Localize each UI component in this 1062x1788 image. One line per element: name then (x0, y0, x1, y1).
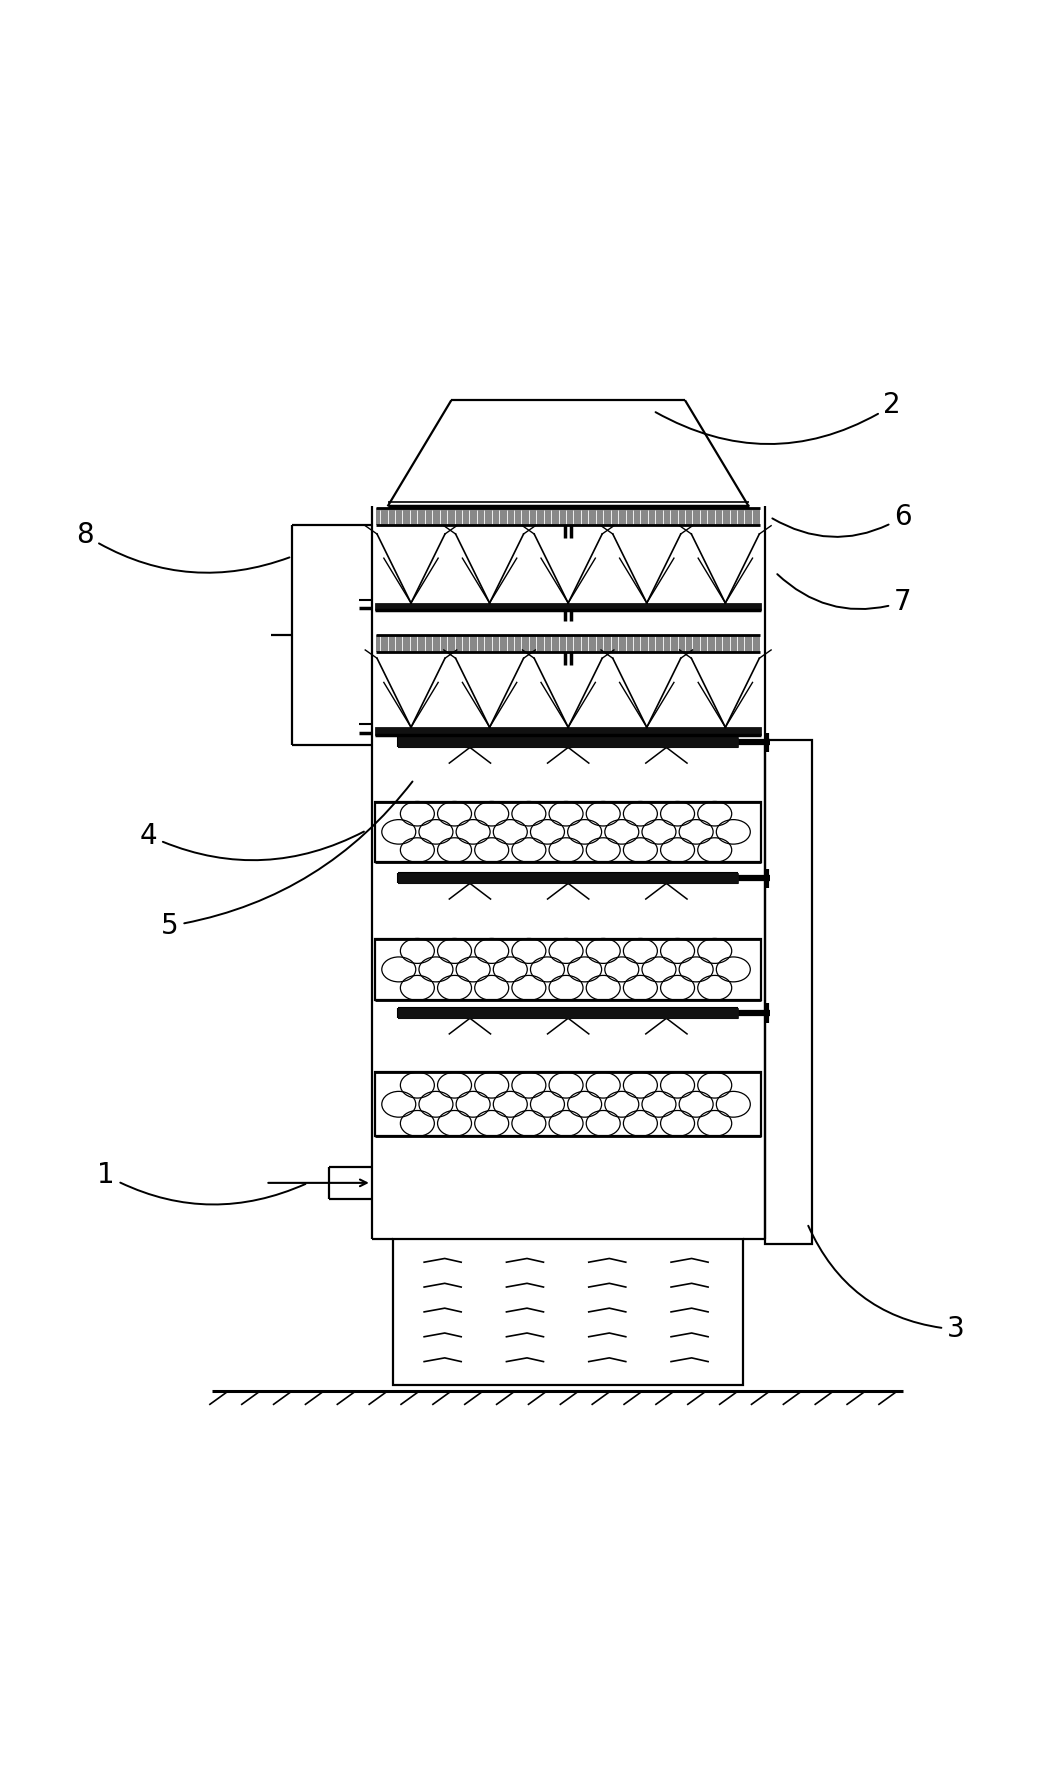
Bar (375, 801, 761, 862)
Bar (375, 1073, 761, 1135)
Bar (376, 635, 760, 653)
Text: 1: 1 (98, 1162, 306, 1205)
Text: 8: 8 (76, 520, 290, 572)
Bar (398, 737, 738, 747)
Text: 5: 5 (161, 781, 412, 940)
Bar (375, 603, 761, 610)
Text: 4: 4 (140, 822, 364, 860)
Bar (375, 939, 761, 999)
Bar (393, 1239, 743, 1384)
Text: 7: 7 (777, 574, 911, 615)
Bar (765, 740, 812, 1244)
Text: 3: 3 (808, 1227, 964, 1343)
Bar (398, 873, 738, 883)
Bar (375, 728, 761, 735)
Text: 6: 6 (772, 502, 911, 536)
Bar (376, 508, 760, 526)
Text: 2: 2 (655, 392, 901, 443)
Bar (398, 1008, 738, 1017)
